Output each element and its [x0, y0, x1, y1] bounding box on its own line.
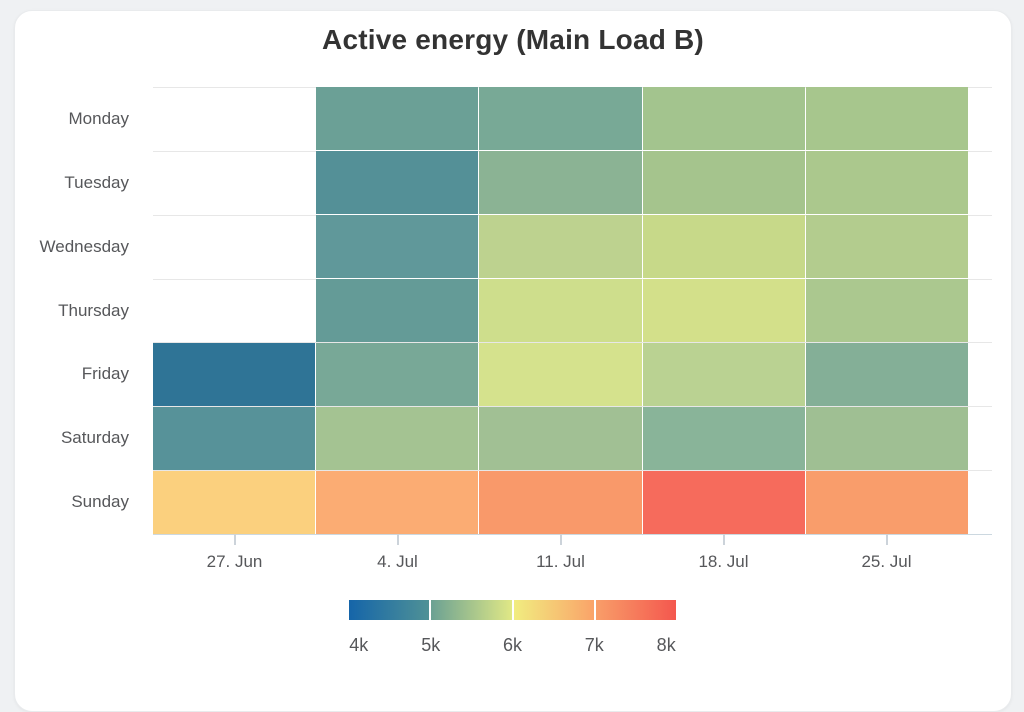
x-axis-tick-2	[559, 534, 562, 545]
legend-gradient-segment-0	[349, 600, 430, 620]
x-axis-label-4: 25. Jul	[861, 552, 912, 571]
chart-card: Active energy (Main Load B) Monday Tuesda…	[14, 10, 1012, 712]
legend-gradient-segment-2	[513, 600, 594, 620]
heatmap-cell-friday-1[interactable]	[316, 343, 479, 406]
heatmap-cell-saturday-2[interactable]	[479, 407, 642, 470]
heatmap-cell-wednesday-1[interactable]	[316, 215, 479, 278]
legend-tick-label-6k: 6k	[502, 635, 523, 655]
x-axis-label-1: 4. Jul	[377, 552, 418, 571]
heatmap-cell-tuesday-3[interactable]	[642, 151, 805, 214]
heatmap-cell-monday-0	[153, 87, 315, 150]
legend-tick-label-4k: 4k	[349, 635, 369, 655]
heatmap-cell-sunday-2[interactable]	[479, 471, 642, 534]
legend-tick-label-8k: 8k	[656, 635, 676, 655]
heatmap-cell-thursday-3[interactable]	[642, 279, 805, 342]
x-axis-tick-3	[722, 534, 725, 545]
heatmap-cell-saturday-4[interactable]	[805, 407, 968, 470]
x-axis-tick-1	[396, 534, 399, 545]
heatmap-cell-monday-2[interactable]	[479, 87, 642, 150]
heatmap-cell-friday-3[interactable]	[642, 343, 805, 406]
heatmap-cell-wednesday-2[interactable]	[479, 215, 642, 278]
heatmap-cell-sunday-4[interactable]	[805, 471, 968, 534]
gridline-row-5	[153, 406, 992, 408]
y-axis-label-wednesday: Wednesday	[39, 236, 129, 256]
heatmap-cell-monday-1[interactable]	[316, 87, 479, 150]
chart-title: Active energy (Main Load B)	[322, 24, 704, 55]
heatmap-cell-thursday-2[interactable]	[479, 279, 642, 342]
heatmap-cell-friday-2[interactable]	[479, 343, 642, 406]
heatmap-cell-friday-4[interactable]	[805, 343, 968, 406]
heatmap-cell-wednesday-4[interactable]	[805, 215, 968, 278]
legend-gradient-segment-3	[595, 600, 676, 620]
heatmap-cell-thursday-4[interactable]	[805, 279, 968, 342]
heatmap-cell-wednesday-0	[153, 215, 315, 278]
heatmap-cell-sunday-1[interactable]	[316, 471, 479, 534]
heatmap-cell-sunday-3[interactable]	[642, 471, 805, 534]
x-axis-label-3: 18. Jul	[698, 552, 749, 571]
y-axis-label-monday: Monday	[68, 108, 129, 128]
gridline-row-6	[153, 470, 992, 472]
color-legend-bar	[349, 600, 676, 620]
heatmap-cell-tuesday-0	[153, 151, 315, 214]
x-axis-tick-4	[885, 534, 888, 545]
heatmap-cell-sunday-0[interactable]	[153, 471, 316, 534]
y-axis-label-tuesday: Tuesday	[64, 172, 129, 192]
heatmap-cell-tuesday-1[interactable]	[316, 151, 479, 214]
heatmap-cell-saturday-1[interactable]	[316, 407, 479, 470]
y-axis-label-friday: Friday	[81, 364, 129, 384]
heatmap-cell-friday-0[interactable]	[153, 343, 316, 406]
color-legend: 4k 5k 6k 7k 8k	[349, 600, 676, 660]
legend-tick-label-5k: 5k	[421, 635, 441, 655]
heatmap-cell-monday-3[interactable]	[642, 87, 805, 150]
heatmap-plot	[153, 87, 992, 545]
legend-tick-label-7k: 7k	[584, 635, 604, 655]
gridline-row-4	[153, 342, 992, 344]
y-axis-label-saturday: Saturday	[60, 428, 129, 448]
heatmap-cell-saturday-3[interactable]	[642, 407, 805, 470]
legend-gradient-segment-1	[431, 600, 512, 620]
heatmap-cell-thursday-0	[153, 279, 315, 342]
heatmap-cell-tuesday-2[interactable]	[479, 151, 642, 214]
x-axis-line	[153, 534, 992, 535]
y-axis-label-sunday: Sunday	[71, 492, 129, 512]
x-axis-label-0: 27. Jun	[206, 552, 263, 571]
heatmap-cell-saturday-0[interactable]	[153, 407, 316, 470]
heatmap-cell-tuesday-4[interactable]	[805, 151, 968, 214]
heatmap-cell-monday-4[interactable]	[805, 87, 968, 150]
x-axis-tick-0	[233, 534, 236, 545]
y-axis-label-thursday: Thursday	[58, 300, 129, 320]
heatmap-cell-wednesday-3[interactable]	[642, 215, 805, 278]
x-axis-label-2: 11. Jul	[536, 552, 585, 571]
heatmap-cell-thursday-1[interactable]	[316, 279, 479, 342]
heatmap-cells	[153, 87, 968, 534]
